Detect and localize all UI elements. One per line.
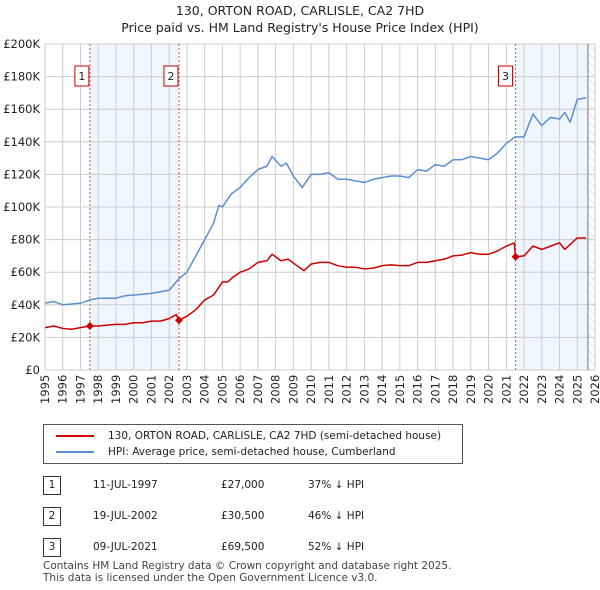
y-tick-label: £200K: [3, 37, 40, 51]
x-tick-label: 2020: [482, 375, 496, 404]
x-tick-label: 2015: [393, 375, 407, 404]
x-tick-label: 2007: [251, 375, 265, 404]
y-tick-label: £160K: [3, 102, 40, 116]
y-tick-label: £0: [25, 363, 40, 377]
sale-price: £30,500: [221, 510, 265, 522]
sale-price: £27,000: [221, 479, 265, 491]
legend-label-property: 130, ORTON ROAD, CARLISLE, CA2 7HD (semi…: [108, 430, 442, 442]
sale-label-box: [498, 65, 514, 87]
sale-row: 1 11-JUL-1997 £27,000 37% ↓ HPI: [43, 476, 443, 497]
y-tick-label: £140K: [3, 135, 40, 149]
sale-label: 3: [502, 70, 509, 83]
series-line: [44, 97, 587, 306]
x-tick-label: 2017: [428, 375, 442, 404]
sale-hpi: 37% ↓ HPI: [308, 479, 365, 491]
sale-row: 2 19-JUL-2002 £30,500 46% ↓ HPI: [43, 507, 443, 528]
legend-swatch-property: [56, 435, 94, 437]
x-tick-label: 2022: [517, 375, 531, 404]
x-tick-label: 2014: [375, 375, 389, 404]
x-tick-label: 2001: [144, 375, 158, 404]
sale-number: 2: [43, 507, 61, 526]
y-tick-label: £40K: [11, 298, 41, 312]
footer-licence: This data is licensed under the Open Gov…: [43, 572, 378, 584]
chart-subtitle: Price paid vs. HM Land Registry's House …: [121, 20, 479, 35]
x-tick-label: 2019: [464, 375, 478, 404]
sale-hpi: 52% ↓ HPI: [308, 541, 365, 553]
sale-price: £69,500: [221, 541, 265, 553]
x-tick-label: 2012: [340, 375, 354, 404]
sale-number: 1: [43, 476, 61, 495]
sale-label: 1: [78, 70, 85, 83]
series-line: [44, 237, 587, 330]
sale-point: [511, 252, 520, 261]
footer-copyright: Contains HM Land Registry data © Crown c…: [43, 560, 452, 572]
x-tick-label: 2000: [127, 375, 141, 404]
sale-row: 3 09-JUL-2021 £69,500 52% ↓ HPI: [43, 538, 443, 559]
x-tick-label: 2003: [180, 375, 194, 404]
y-tick-label: £100K: [3, 200, 40, 214]
sale-date: 09-JUL-2021: [93, 541, 158, 553]
y-tick-label: £180K: [3, 70, 40, 84]
x-tick-label: 2016: [411, 375, 425, 404]
x-tick-label: 2023: [535, 375, 549, 404]
y-tick-label: £60K: [11, 265, 41, 279]
legend-label-hpi: HPI: Average price, semi-detached house,…: [108, 446, 396, 458]
sale-number: 3: [43, 538, 61, 557]
sale-label: 2: [167, 70, 174, 83]
x-tick-label: 2025: [570, 375, 584, 404]
x-tick-label: 2018: [446, 375, 460, 404]
sale-label-box: [163, 65, 179, 87]
sale-date: 19-JUL-2002: [93, 510, 158, 522]
sale-point: [85, 321, 94, 330]
x-tick-label: 2009: [286, 375, 300, 404]
legend: 130, ORTON ROAD, CARLISLE, CA2 7HD (semi…: [43, 424, 463, 464]
x-tick-label: 2002: [162, 375, 176, 404]
x-tick-label: 2026: [588, 375, 600, 404]
x-tick-label: 2011: [322, 375, 336, 404]
x-tick-label: 2008: [269, 375, 283, 404]
x-tick-label: 2024: [553, 375, 567, 404]
chart-title: 130, ORTON ROAD, CARLISLE, CA2 7HD: [175, 3, 425, 18]
sale-label-box: [74, 65, 90, 87]
x-tick-label: 2006: [233, 375, 247, 404]
legend-swatch-hpi: [56, 451, 94, 453]
sale-date: 11-JUL-1997: [93, 479, 158, 491]
y-tick-label: £120K: [3, 167, 40, 181]
x-tick-label: 2010: [304, 375, 318, 404]
x-tick-label: 1996: [56, 375, 70, 404]
x-tick-label: 2005: [215, 375, 229, 404]
x-tick-label: 2021: [499, 375, 513, 404]
y-tick-label: £20K: [11, 330, 41, 344]
x-tick-label: 1997: [73, 375, 87, 404]
price-chart: 1995 1996 1997 1998 1999 2000 2001 2002 2003 2004…: [3, 37, 600, 404]
sale-point: [174, 316, 183, 325]
x-tick-label: 2004: [198, 375, 212, 404]
y-tick-label: £80K: [11, 233, 41, 247]
sale-hpi: 46% ↓ HPI: [308, 510, 365, 522]
x-tick-label: 1998: [91, 375, 105, 404]
x-tick-label: 1999: [109, 375, 123, 404]
x-tick-label: 2013: [357, 375, 371, 404]
x-tick-label: 1995: [38, 375, 52, 404]
